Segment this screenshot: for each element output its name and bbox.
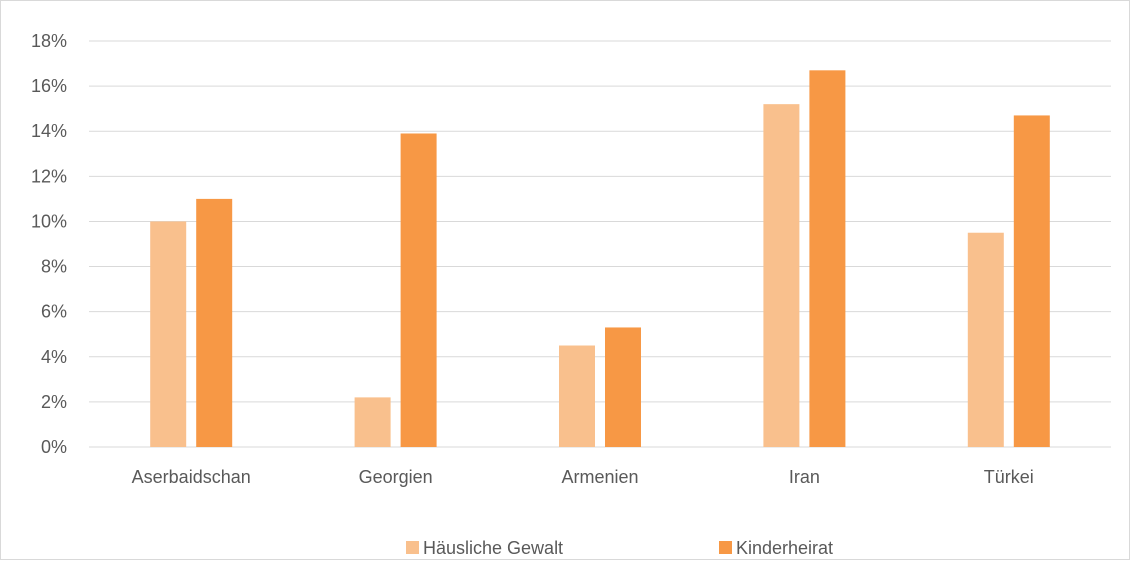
legend: Häusliche Gewalt Kinderheirat bbox=[406, 538, 833, 558]
y-tick-label: 0% bbox=[41, 437, 67, 457]
bar-kinderheirat-1 bbox=[400, 133, 437, 447]
bar-h-usliche-gewalt-0 bbox=[150, 221, 187, 447]
bar-kinderheirat-0 bbox=[196, 198, 233, 447]
x-category-label: Türkei bbox=[984, 467, 1034, 487]
y-tick-label: 18% bbox=[31, 31, 67, 51]
y-tick-label: 16% bbox=[31, 76, 67, 96]
bar-kinderheirat-2 bbox=[605, 327, 641, 447]
y-tick-label: 4% bbox=[41, 347, 67, 367]
y-tick-label: 8% bbox=[41, 257, 67, 277]
legend-label: Kinderheirat bbox=[736, 538, 833, 558]
legend-swatch bbox=[719, 541, 732, 554]
y-axis-tick-labels: 0% 2% 4% 6% 8% 10% 12% 14% 16% 18% bbox=[31, 31, 67, 457]
bar-h-usliche-gewalt-2 bbox=[559, 345, 595, 447]
bars bbox=[150, 70, 1050, 448]
y-tick-label: 2% bbox=[41, 392, 67, 412]
x-category-label: Aserbaidschan bbox=[132, 467, 251, 487]
bar-kinderheirat-4 bbox=[1013, 115, 1050, 447]
y-tick-label: 10% bbox=[31, 211, 67, 231]
x-category-label: Georgien bbox=[359, 467, 433, 487]
legend-label: Häusliche Gewalt bbox=[423, 538, 563, 558]
bar-h-usliche-gewalt-4 bbox=[967, 232, 1004, 447]
legend-swatch bbox=[406, 541, 419, 554]
gridlines bbox=[89, 40, 1111, 448]
x-category-label: Armenien bbox=[561, 467, 638, 487]
bar-kinderheirat-3 bbox=[809, 70, 846, 448]
x-axis-category-labels: Aserbaidschan Georgien Armenien Iran Türkei bbox=[132, 467, 1034, 487]
bar-h-usliche-gewalt-3 bbox=[763, 104, 800, 448]
bar-h-usliche-gewalt-1 bbox=[354, 397, 391, 447]
x-category-label: Iran bbox=[789, 467, 820, 487]
y-tick-label: 12% bbox=[31, 166, 67, 186]
y-tick-label: 6% bbox=[41, 302, 67, 322]
y-tick-label: 14% bbox=[31, 121, 67, 141]
